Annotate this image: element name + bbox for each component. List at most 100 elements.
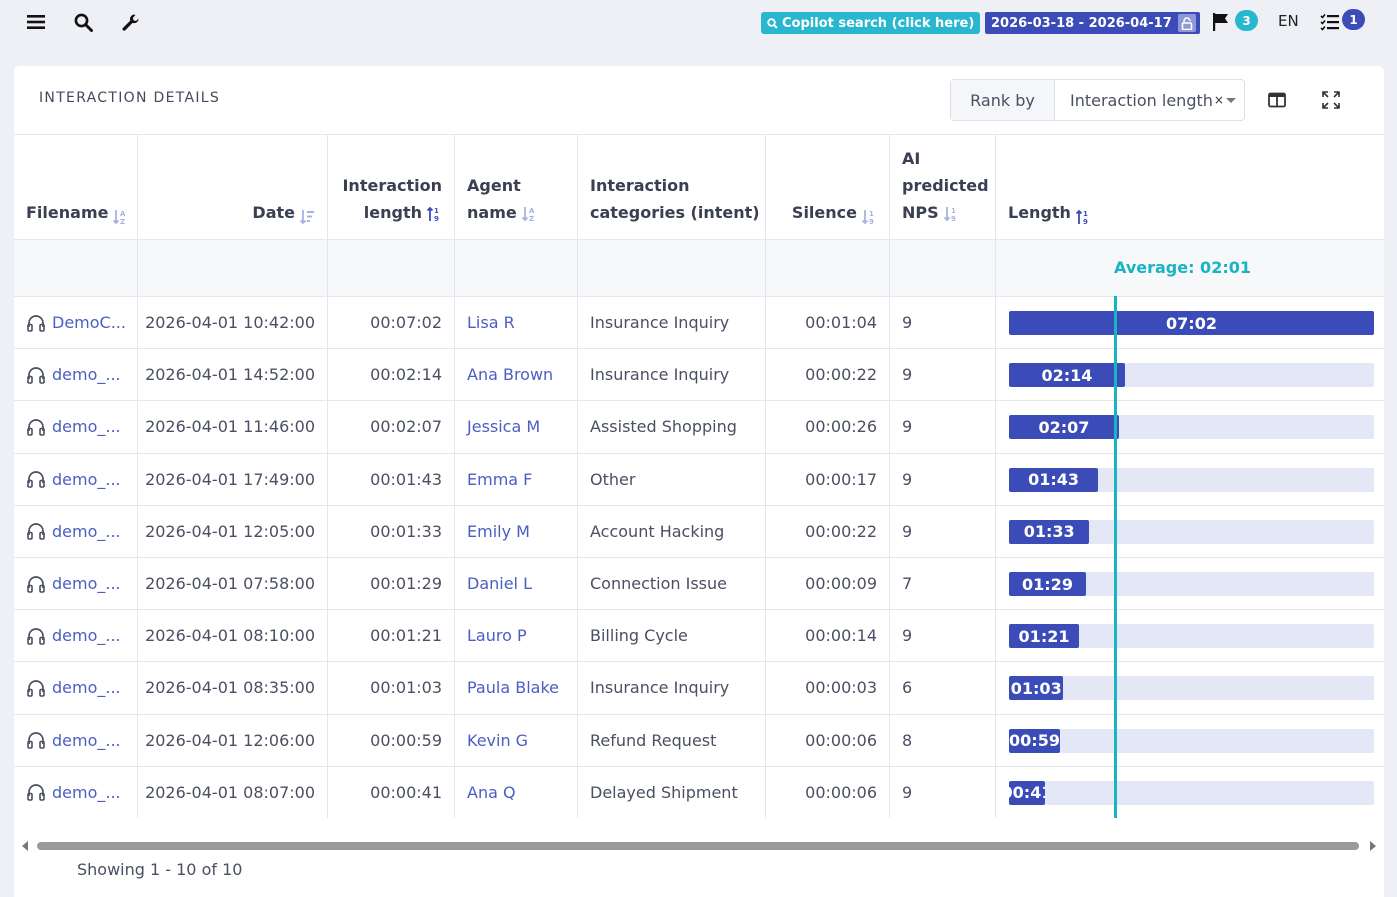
sort-icon[interactable]: 19 [943, 205, 959, 223]
filename-link[interactable]: demo_... [52, 365, 121, 385]
silence-cell: 00:00:14 [766, 610, 890, 662]
headphones-icon [27, 784, 45, 802]
length-bar-track: 07:02 [1009, 311, 1374, 336]
sort-icon[interactable]: 19 [861, 208, 877, 226]
filename-cell[interactable]: demo_... [14, 610, 138, 662]
wrench-icon[interactable] [116, 8, 144, 36]
filename-link[interactable]: demo_... [52, 730, 121, 750]
silence-cell: 00:00:22 [766, 349, 890, 401]
category-cell: Assisted Shopping [578, 401, 766, 453]
sort-icon[interactable]: AZ [521, 205, 537, 223]
agent-link[interactable]: Daniel L [467, 574, 532, 594]
nps-cell: 9 [890, 610, 996, 662]
header-label-line1: Interaction [342, 176, 442, 195]
table-row[interactable]: DemoC... 2026-04-01 10:42:00 00:07:02 Lisa … [14, 296, 1384, 349]
filename-link[interactable]: demo_... [52, 678, 121, 698]
filename-cell[interactable]: demo_... [14, 505, 138, 557]
table-row[interactable]: demo_... 2026-04-01 14:52:00 00:02:14 Ana B… [14, 348, 1384, 401]
filename-cell[interactable]: demo_... [14, 714, 138, 766]
copilot-search-button[interactable]: Copilot search (click here) [761, 12, 981, 34]
filename-cell[interactable]: demo_... [14, 401, 138, 453]
table-row[interactable]: demo_... 2026-04-01 12:06:00 00:00:59 Kevin… [14, 713, 1384, 766]
sort-icon[interactable] [299, 208, 315, 226]
filename-cell[interactable]: DemoC... [14, 297, 138, 349]
flag-count-badge[interactable]: 3 [1235, 10, 1258, 31]
filename-cell[interactable]: demo_... [14, 558, 138, 610]
agent-link[interactable]: Jessica M [467, 417, 541, 437]
sort-icon[interactable]: 19 [1075, 208, 1091, 226]
column-header-nps[interactable]: AI predicted NPS 1 9 [890, 135, 996, 239]
length-bar-fill: 01:29 [1009, 572, 1086, 597]
nps-cell: 9 [890, 297, 996, 349]
length-bar-track: 02:07 [1009, 415, 1374, 440]
filename-link[interactable]: demo_... [52, 626, 121, 646]
horizontal-scrollbar[interactable] [20, 838, 1378, 854]
rank-by-clear-button[interactable]: × [1213, 93, 1224, 107]
agent-link[interactable]: Lisa R [467, 313, 515, 333]
scrollbar-thumb[interactable] [37, 842, 1359, 850]
filename-link[interactable]: demo_... [52, 574, 121, 594]
length-bar-fill: 01:03 [1009, 676, 1064, 701]
agent-link[interactable]: Ana Brown [467, 365, 554, 385]
svg-text:Z: Z [120, 218, 125, 226]
header-label: Length [1008, 203, 1071, 222]
category-cell: Account Hacking [578, 505, 766, 557]
table-row[interactable]: demo_... 2026-04-01 08:35:00 00:01:03 Paula… [14, 661, 1384, 714]
interaction-length-cell: 00:07:02 [328, 297, 455, 349]
length-bar-track: 01:03 [1009, 676, 1374, 701]
menu-icon[interactable] [22, 8, 50, 36]
table-row[interactable]: demo_... 2026-04-01 07:58:00 00:01:29 Danie… [14, 557, 1384, 610]
expand-icon[interactable] [1320, 89, 1342, 111]
tasks-icon[interactable] [1316, 8, 1344, 36]
agent-link[interactable]: Lauro P [467, 626, 527, 646]
sort-icon[interactable]: 19 [426, 205, 442, 223]
filename-cell[interactable]: demo_... [14, 349, 138, 401]
filename-link[interactable]: demo_... [52, 417, 121, 437]
filename-link[interactable]: DemoC... [52, 313, 126, 333]
filename-cell[interactable]: demo_... [14, 662, 138, 714]
length-bar-fill: 01:33 [1009, 519, 1090, 544]
column-header-interaction-length[interactable]: Interaction length 1 9 [328, 135, 455, 239]
silence-cell: 00:00:09 [766, 558, 890, 610]
filename-link[interactable]: demo_... [52, 521, 121, 541]
language-selector[interactable]: EN [1278, 12, 1299, 30]
category-cell: Billing Cycle [578, 610, 766, 662]
header-label-line2: categories (intent) [590, 203, 760, 222]
flag-icon[interactable] [1207, 8, 1235, 36]
lock-icon[interactable] [1177, 14, 1196, 32]
scroll-right-arrow[interactable] [1370, 841, 1376, 851]
date-cell: 2026-04-01 08:07:00 [138, 766, 328, 818]
tasks-count-badge[interactable]: 1 [1342, 9, 1365, 30]
sort-icon[interactable]: AZ [112, 208, 128, 226]
table-row[interactable]: demo_... 2026-04-01 17:49:00 00:01:43 Emma … [14, 452, 1384, 505]
table-row[interactable]: demo_... 2026-04-01 08:10:00 00:01:21 Lauro… [14, 609, 1384, 662]
search-icon[interactable] [69, 8, 97, 36]
columns-icon[interactable] [1266, 89, 1288, 111]
agent-link[interactable]: Emma F [467, 469, 533, 489]
chevron-down-icon[interactable] [1226, 98, 1236, 103]
agent-link[interactable]: Emily M [467, 521, 530, 541]
filename-cell[interactable]: demo_... [14, 453, 138, 505]
column-header-date[interactable]: Date [138, 135, 328, 239]
headphones-icon [27, 314, 45, 332]
table-row[interactable]: demo_... 2026-04-01 11:46:00 00:02:07 Jessi… [14, 400, 1384, 453]
svg-text:1: 1 [434, 207, 439, 215]
nps-cell: 9 [890, 505, 996, 557]
agent-link[interactable]: Kevin G [467, 730, 529, 750]
date-range-picker[interactable]: 2026-03-18 - 2026-04-17 [985, 12, 1200, 34]
table-row[interactable]: demo_... 2026-04-01 12:05:00 00:01:33 Emily… [14, 504, 1384, 557]
rank-by-select[interactable]: Interaction length × [1055, 80, 1244, 120]
agent-link[interactable]: Ana Q [467, 782, 516, 802]
filename-cell[interactable]: demo_... [14, 766, 138, 818]
table-row[interactable]: demo_... 2026-04-01 08:07:00 00:00:41 Ana Q… [14, 765, 1384, 818]
svg-text:1: 1 [869, 210, 874, 218]
filename-link[interactable]: demo_... [52, 469, 121, 489]
length-bar-fill: 07:02 [1009, 311, 1374, 336]
scroll-left-arrow[interactable] [22, 841, 28, 851]
filename-link[interactable]: demo_... [52, 782, 121, 802]
agent-link[interactable]: Paula Blake [467, 678, 559, 698]
column-header-agent-name[interactable]: Agent name A Z [455, 135, 578, 239]
